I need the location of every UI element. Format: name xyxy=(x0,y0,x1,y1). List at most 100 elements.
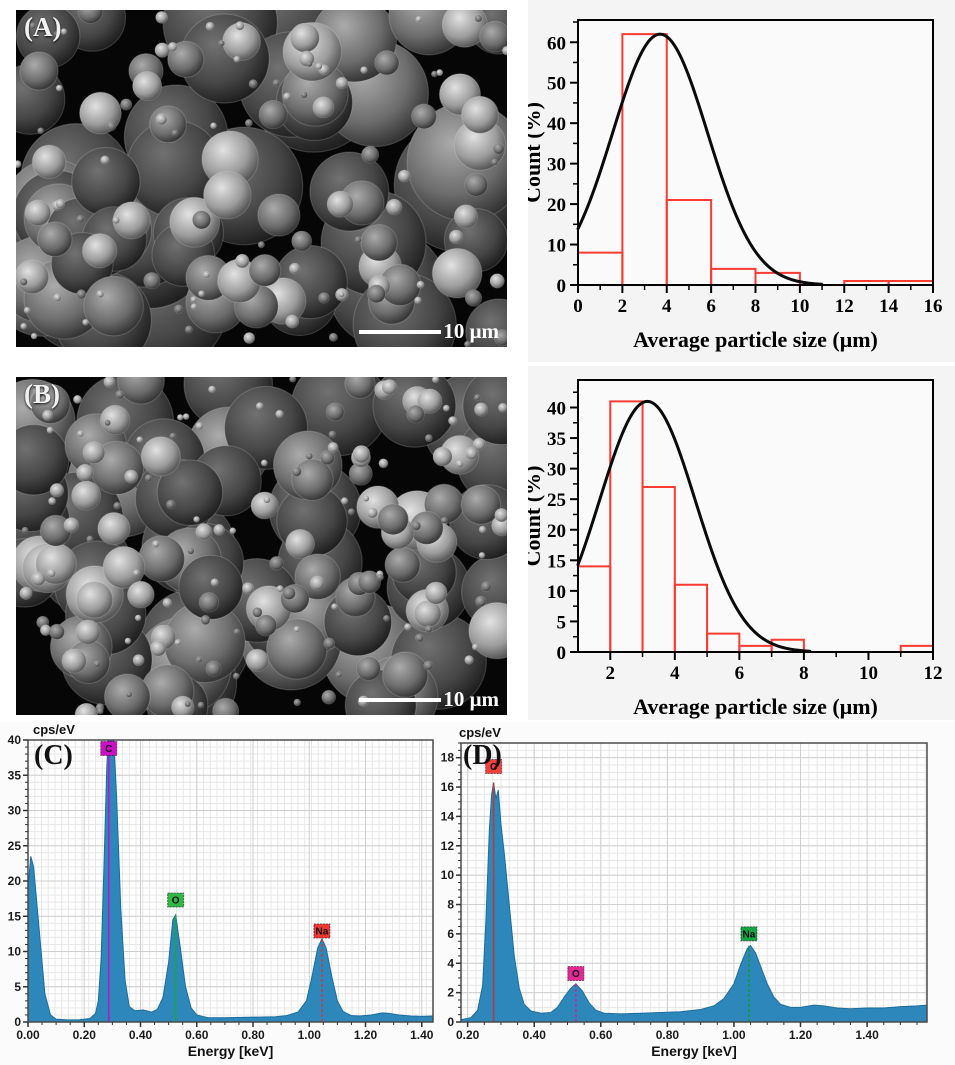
svg-text:30: 30 xyxy=(547,460,566,481)
element-marker-box xyxy=(313,923,331,939)
scalebar-text: 10 μm xyxy=(443,687,499,711)
svg-text:12: 12 xyxy=(441,839,455,853)
svg-text:25: 25 xyxy=(547,490,566,511)
svg-text:20: 20 xyxy=(8,874,22,888)
svg-text:60: 60 xyxy=(547,33,566,54)
svg-text:8: 8 xyxy=(799,663,809,684)
svg-text:5: 5 xyxy=(14,980,21,994)
gaussian-fit-curve xyxy=(576,399,812,653)
svg-text:20: 20 xyxy=(547,195,566,216)
svg-text:0.40: 0.40 xyxy=(523,1028,547,1042)
svg-text:10: 10 xyxy=(859,663,878,684)
axis-frame xyxy=(577,379,934,653)
svg-text:35: 35 xyxy=(547,429,566,450)
svg-text:12: 12 xyxy=(835,296,854,317)
svg-text:0.20: 0.20 xyxy=(456,1028,480,1042)
eds-spectrum-panel-d: C O Na 0.20 0.40 0.60 0.80 1.00 1.20 1.40 0 2 4 6 8 10 1… xyxy=(440,722,955,1065)
histogram-chart-b: 2 4 6 8 10 12 0 5 10 15 20 25 30 35 40 Average particle… xyxy=(528,379,943,719)
svg-text:0.60: 0.60 xyxy=(185,1028,209,1042)
svg-text:0.60: 0.60 xyxy=(589,1028,613,1042)
svg-text:0: 0 xyxy=(557,276,567,297)
svg-text:10: 10 xyxy=(790,296,809,317)
svg-text:30: 30 xyxy=(8,804,22,818)
element-marker-label: C xyxy=(490,762,497,773)
svg-text:6: 6 xyxy=(735,663,745,684)
svg-text:4: 4 xyxy=(670,663,680,684)
svg-text:10: 10 xyxy=(441,868,455,882)
svg-text:25: 25 xyxy=(8,839,22,853)
svg-text:0: 0 xyxy=(447,1015,454,1029)
scalebar-a: 10 μm xyxy=(359,321,499,342)
scalebar-line-icon xyxy=(359,330,442,334)
histogram-bars xyxy=(577,33,934,285)
svg-text:1.20: 1.20 xyxy=(789,1028,813,1042)
eds-spectrum-panel-c: C O Na 0.00 0.20 0.40 0.60 0.80 1.00 1.20 1.40 0 5 10… xyxy=(0,722,440,1065)
scalebar-line-icon xyxy=(359,698,442,702)
svg-text:4: 4 xyxy=(447,956,454,970)
histogram-chart-a: 0 2 4 6 8 10 12 14 16 0 10 20 30 40 50 60 Average partic… xyxy=(528,19,943,352)
svg-text:2: 2 xyxy=(606,663,616,684)
y-axis-title: Count (%) xyxy=(528,466,545,567)
svg-text:15: 15 xyxy=(547,551,566,572)
svg-text:30: 30 xyxy=(547,155,566,176)
spectrum-area xyxy=(460,782,928,1023)
sem-micrograph-a xyxy=(16,10,507,347)
svg-text:0.40: 0.40 xyxy=(129,1028,153,1042)
svg-text:1.40: 1.40 xyxy=(855,1028,879,1042)
svg-text:50: 50 xyxy=(547,74,566,95)
scalebar-b: 10 μm xyxy=(359,689,499,710)
scalebar-text: 10 μm xyxy=(443,319,499,343)
svg-text:14: 14 xyxy=(441,809,455,823)
x-axis-title: Average particle size (μm) xyxy=(633,327,878,352)
grid-lines xyxy=(461,742,927,1023)
svg-text:6: 6 xyxy=(706,296,716,317)
element-marker-label: O xyxy=(172,896,180,907)
svg-text:1.40: 1.40 xyxy=(410,1028,434,1042)
svg-text:0: 0 xyxy=(14,1015,21,1029)
element-marker-box xyxy=(167,892,185,908)
x-axis-title: Energy [keV] xyxy=(651,1043,737,1059)
histogram-panel-b: 2 4 6 8 10 12 0 5 10 15 20 25 30 35 40 Average particle… xyxy=(528,366,955,720)
svg-text:0.80: 0.80 xyxy=(656,1028,680,1042)
svg-text:16: 16 xyxy=(441,780,455,794)
x-axis-title: Energy [keV] xyxy=(188,1043,274,1059)
svg-text:0.80: 0.80 xyxy=(241,1028,265,1042)
element-marker-label: Na xyxy=(316,927,329,938)
y-axis-title: Count (%) xyxy=(528,102,545,203)
svg-text:1.00: 1.00 xyxy=(722,1028,746,1042)
svg-text:0.20: 0.20 xyxy=(73,1028,97,1042)
svg-text:12: 12 xyxy=(924,663,943,684)
grid-lines xyxy=(27,739,434,1023)
svg-text:8: 8 xyxy=(447,898,454,912)
particle-spheres xyxy=(16,10,507,347)
svg-text:8: 8 xyxy=(751,296,761,317)
svg-text:1.00: 1.00 xyxy=(298,1028,322,1042)
panel-label-c: (C) xyxy=(34,740,73,771)
svg-text:15: 15 xyxy=(8,909,22,923)
svg-text:18: 18 xyxy=(441,751,455,765)
sem-panel-b: (B) 10 μm xyxy=(16,377,507,715)
sem-micrograph-b xyxy=(16,377,507,715)
svg-text:5: 5 xyxy=(557,612,567,633)
y-units-title: cps/eV xyxy=(459,725,501,740)
svg-text:4: 4 xyxy=(662,296,672,317)
svg-text:2: 2 xyxy=(618,296,628,317)
svg-text:10: 10 xyxy=(8,945,22,959)
svg-text:20: 20 xyxy=(547,521,566,542)
panel-label-d: (D) xyxy=(463,740,502,771)
element-marker-label: O xyxy=(572,969,580,980)
svg-text:16: 16 xyxy=(924,296,943,317)
svg-text:2: 2 xyxy=(447,986,454,1000)
svg-text:1.20: 1.20 xyxy=(354,1028,378,1042)
panel-label-a: (A) xyxy=(24,12,62,42)
svg-text:40: 40 xyxy=(547,399,566,420)
svg-text:40: 40 xyxy=(8,733,22,747)
svg-text:35: 35 xyxy=(8,768,22,782)
svg-text:40: 40 xyxy=(547,114,566,135)
sem-panel-a: (A) 10 μm xyxy=(16,10,507,347)
x-axis-title: Average particle size (μm) xyxy=(633,694,878,719)
element-marker-label: C xyxy=(105,744,112,755)
svg-text:10: 10 xyxy=(547,236,566,257)
eds-spectrum-chart-d: C O Na 0.20 0.40 0.60 0.80 1.00 1.20 1.40 0 2 4 6 8 10 1… xyxy=(441,725,928,1059)
